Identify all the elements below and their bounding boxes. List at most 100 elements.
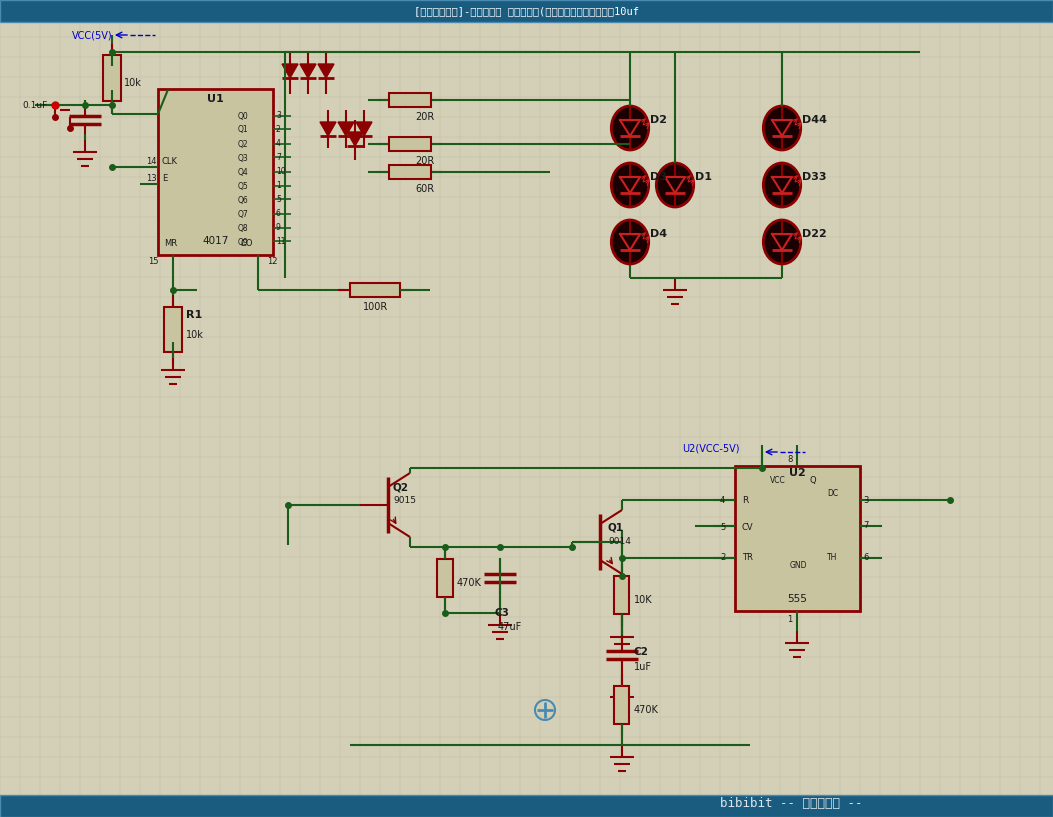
Text: 10k: 10k bbox=[186, 329, 204, 340]
Bar bbox=[437, 559, 453, 597]
Text: 47uF: 47uF bbox=[498, 622, 522, 632]
Text: D4: D4 bbox=[650, 229, 668, 239]
Polygon shape bbox=[356, 122, 372, 136]
Text: CV: CV bbox=[742, 523, 754, 532]
Text: 20R: 20R bbox=[415, 156, 434, 166]
Text: 20R: 20R bbox=[415, 112, 434, 122]
Text: 4017: 4017 bbox=[202, 236, 229, 247]
Text: R: R bbox=[742, 496, 749, 505]
Text: 5: 5 bbox=[276, 195, 281, 204]
Polygon shape bbox=[338, 122, 354, 136]
Bar bbox=[389, 137, 431, 151]
Text: 60R: 60R bbox=[415, 184, 434, 194]
Text: C3: C3 bbox=[495, 608, 510, 618]
Bar bbox=[164, 307, 182, 352]
Bar bbox=[389, 165, 431, 179]
Text: Q2: Q2 bbox=[238, 140, 249, 149]
Text: 10K: 10K bbox=[634, 595, 653, 605]
Text: 2: 2 bbox=[720, 553, 726, 562]
Text: D22: D22 bbox=[802, 229, 827, 239]
Polygon shape bbox=[282, 64, 298, 78]
Bar bbox=[615, 576, 630, 614]
Ellipse shape bbox=[656, 163, 694, 207]
Text: U2: U2 bbox=[789, 467, 806, 477]
Ellipse shape bbox=[612, 220, 649, 264]
Text: [电子骰子制作]-电子工作室 电路原理图(要在电路板电源处加一个10uf: [电子骰子制作]-电子工作室 电路原理图(要在电路板电源处加一个10uf bbox=[414, 6, 639, 16]
Text: 1uF: 1uF bbox=[634, 662, 652, 672]
Text: 100R: 100R bbox=[363, 301, 389, 311]
Text: D3: D3 bbox=[650, 172, 667, 182]
Polygon shape bbox=[300, 64, 316, 78]
Text: CO: CO bbox=[241, 239, 254, 248]
Text: 2: 2 bbox=[276, 126, 281, 135]
Text: 10: 10 bbox=[276, 167, 285, 176]
Text: 14: 14 bbox=[146, 157, 157, 166]
Text: Q9: Q9 bbox=[238, 238, 249, 247]
Text: Q7: Q7 bbox=[238, 209, 249, 218]
Text: 470K: 470K bbox=[634, 705, 659, 715]
Polygon shape bbox=[320, 122, 336, 136]
Text: 3: 3 bbox=[276, 111, 281, 120]
Text: 15: 15 bbox=[148, 257, 159, 266]
Bar bbox=[383, 473, 393, 537]
Polygon shape bbox=[318, 64, 334, 78]
Text: 9: 9 bbox=[276, 224, 281, 233]
Text: TH: TH bbox=[827, 553, 837, 562]
Text: TR: TR bbox=[742, 553, 753, 562]
Text: bibibit -- 电子工作室 --: bibibit -- 电子工作室 -- bbox=[720, 797, 862, 810]
Text: U2(VCC-5V): U2(VCC-5V) bbox=[682, 444, 739, 454]
Text: VCC: VCC bbox=[770, 476, 786, 485]
Text: 9015: 9015 bbox=[393, 496, 416, 505]
Text: 12: 12 bbox=[267, 257, 278, 266]
Text: U1: U1 bbox=[207, 93, 224, 104]
Bar bbox=[0, 795, 1053, 817]
Text: 8: 8 bbox=[788, 456, 793, 465]
Text: DC: DC bbox=[827, 489, 838, 498]
Text: 1: 1 bbox=[788, 615, 793, 624]
Text: VCC(5V): VCC(5V) bbox=[72, 30, 113, 40]
Text: 1: 1 bbox=[276, 181, 281, 190]
Bar bbox=[735, 466, 860, 610]
Ellipse shape bbox=[612, 163, 649, 207]
Text: 7: 7 bbox=[276, 154, 281, 163]
Text: 9014: 9014 bbox=[608, 537, 631, 546]
Text: 470K: 470K bbox=[457, 578, 482, 588]
Text: R1: R1 bbox=[186, 310, 202, 319]
Text: 3: 3 bbox=[863, 496, 869, 505]
Text: 0.1uF: 0.1uF bbox=[22, 101, 47, 110]
Bar bbox=[103, 56, 121, 100]
Text: Q1: Q1 bbox=[238, 126, 249, 135]
Text: 11: 11 bbox=[276, 238, 285, 247]
Text: 6: 6 bbox=[863, 553, 869, 562]
Text: 4: 4 bbox=[276, 140, 281, 149]
Text: CLK: CLK bbox=[162, 157, 178, 166]
Text: 555: 555 bbox=[788, 595, 808, 605]
Text: Q1: Q1 bbox=[608, 522, 624, 532]
Text: 4: 4 bbox=[720, 496, 726, 505]
Text: 13: 13 bbox=[146, 174, 157, 183]
Text: 10k: 10k bbox=[124, 78, 142, 88]
Text: D44: D44 bbox=[802, 115, 827, 125]
Text: C2: C2 bbox=[634, 647, 649, 657]
Text: Q5: Q5 bbox=[238, 181, 249, 190]
Bar bbox=[158, 90, 273, 255]
Ellipse shape bbox=[763, 106, 800, 150]
Text: D1: D1 bbox=[695, 172, 712, 182]
Text: D2: D2 bbox=[650, 115, 667, 125]
Ellipse shape bbox=[763, 220, 800, 264]
Text: E: E bbox=[162, 174, 167, 183]
Bar bbox=[350, 283, 400, 297]
Text: MR: MR bbox=[164, 239, 177, 248]
Text: 6: 6 bbox=[276, 209, 281, 218]
Polygon shape bbox=[347, 132, 363, 146]
Text: Q0: Q0 bbox=[238, 111, 249, 120]
Bar bbox=[389, 93, 431, 107]
Text: GND: GND bbox=[790, 561, 808, 570]
Text: D33: D33 bbox=[802, 172, 827, 182]
Bar bbox=[0, 795, 1053, 817]
Bar bbox=[615, 686, 630, 724]
Text: Q3: Q3 bbox=[238, 154, 249, 163]
Ellipse shape bbox=[763, 163, 800, 207]
Text: 5: 5 bbox=[720, 523, 726, 532]
Bar bbox=[0, 0, 1053, 22]
